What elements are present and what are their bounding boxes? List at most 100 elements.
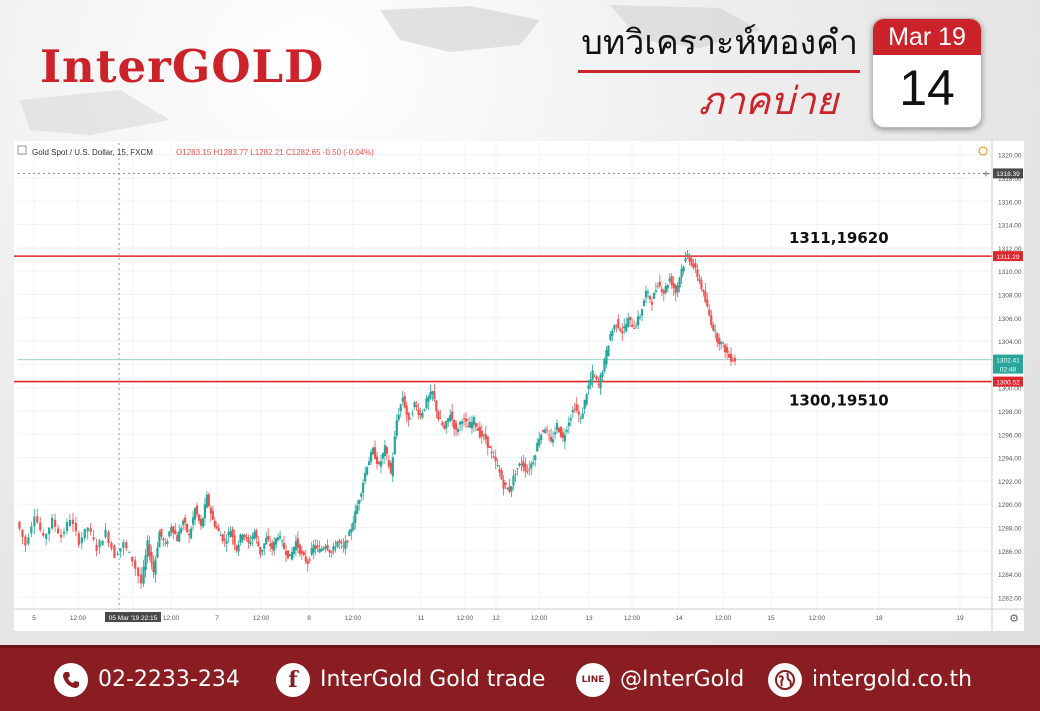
candle-body (720, 341, 723, 345)
chart-collapse-icon[interactable] (17, 145, 27, 155)
candle-body (613, 325, 616, 330)
candle-body (223, 538, 226, 541)
candle-body (581, 413, 584, 419)
candle-body (30, 526, 33, 534)
candle-body (326, 544, 329, 550)
x-tick-label: 12:00 (715, 615, 732, 622)
candle-body (474, 423, 477, 427)
candle-body (116, 554, 119, 556)
x-tick-label: 12 (492, 615, 500, 622)
candle-body (405, 405, 408, 415)
price-tag-support (993, 376, 1023, 387)
candle-body (362, 482, 365, 493)
candle-body (354, 511, 357, 524)
candle-body (389, 462, 392, 474)
candle-body (466, 426, 470, 428)
candle-body (18, 521, 21, 529)
candle-body (690, 258, 693, 266)
candle-body (453, 419, 456, 429)
candle-body (443, 425, 446, 429)
candle-body (39, 522, 42, 531)
session-subtitle: ภาคบ่าย (698, 79, 838, 123)
phone-icon (54, 662, 88, 697)
candle-body (617, 319, 620, 328)
candle-body (518, 463, 521, 466)
candle-body (668, 278, 671, 282)
candle-body (182, 520, 185, 526)
candle-body (360, 493, 363, 497)
candle-body (344, 541, 347, 550)
title-underline (578, 70, 860, 73)
price-tag-resistance (993, 251, 1023, 262)
candle-body (290, 551, 294, 560)
chart-price-tags: 1318.39 +1311.29 1302.41 02:48 1300.52 (982, 168, 1023, 387)
candle-body (381, 453, 385, 459)
candle-body (528, 468, 531, 470)
alert-clock-icon[interactable] (978, 146, 988, 156)
y-tick-label: 1308.00 (998, 292, 1022, 299)
candle-body (33, 516, 36, 527)
add-alert-icon: + (982, 169, 990, 179)
y-tick-label: 1294.00 (998, 456, 1022, 463)
candle-body (579, 418, 582, 419)
candle-body (137, 567, 140, 577)
candle-body (413, 402, 416, 408)
candle-body (51, 517, 54, 529)
candle-body (186, 523, 189, 532)
candle-body (636, 316, 640, 326)
candle-body (336, 541, 339, 548)
candle-body (338, 540, 341, 543)
candle-body (294, 540, 298, 551)
footer-facebook[interactable]: f InterGold Gold trade (276, 648, 545, 711)
candle-body (42, 532, 45, 536)
candle-body (716, 332, 719, 343)
candle-body (696, 269, 699, 278)
candle-body (92, 537, 95, 540)
candle-body (427, 396, 430, 402)
candle-body (174, 530, 177, 535)
candle-body (209, 508, 212, 514)
candle-body (724, 344, 727, 353)
candle-body (207, 494, 210, 507)
y-tick-label: 1318.00 (998, 176, 1022, 183)
candle-body (300, 550, 303, 554)
footer-line-text: @InterGold (620, 667, 745, 692)
candle-body (488, 446, 491, 449)
candle-body (316, 545, 319, 548)
candle-body (670, 276, 673, 286)
settings-gear-icon[interactable]: ⚙ (1009, 612, 1019, 625)
y-tick-label: 1316.00 (998, 199, 1022, 206)
candle-body (62, 531, 66, 534)
candle-body (312, 544, 315, 553)
candle-body (407, 412, 410, 420)
candle-body (379, 461, 383, 467)
candle-body (271, 542, 274, 550)
footer-phone[interactable]: 02-2233-234 (54, 648, 240, 711)
candle-body (674, 285, 677, 294)
candle-body (619, 328, 622, 331)
candle-body (65, 521, 69, 531)
candle-body (304, 556, 307, 562)
y-tick-label: 1306.00 (998, 316, 1022, 323)
candle-body (375, 456, 379, 465)
candle-body (710, 315, 713, 326)
candle-body (583, 399, 586, 409)
candle-body (367, 461, 371, 466)
candle-body (219, 535, 222, 537)
candle-body (660, 288, 663, 293)
y-tick-label: 1284.00 (998, 572, 1022, 579)
x-tick-label: 12:00 (809, 615, 826, 622)
footer-website[interactable]: intergold.co.th (768, 648, 972, 711)
y-tick-label: 1298.00 (998, 409, 1022, 416)
candle-body (415, 405, 418, 408)
candle-body (356, 505, 359, 514)
x-tick-label: 12:00 (624, 615, 641, 622)
footer-line[interactable]: LINE @InterGold (576, 648, 744, 711)
candle-body (247, 537, 250, 543)
candle-body (593, 375, 596, 377)
candle-body (332, 546, 335, 551)
footer-website-text: intergold.co.th (812, 667, 973, 692)
candle-body (86, 527, 89, 532)
candle-body (164, 542, 167, 544)
candle-body (680, 268, 683, 278)
